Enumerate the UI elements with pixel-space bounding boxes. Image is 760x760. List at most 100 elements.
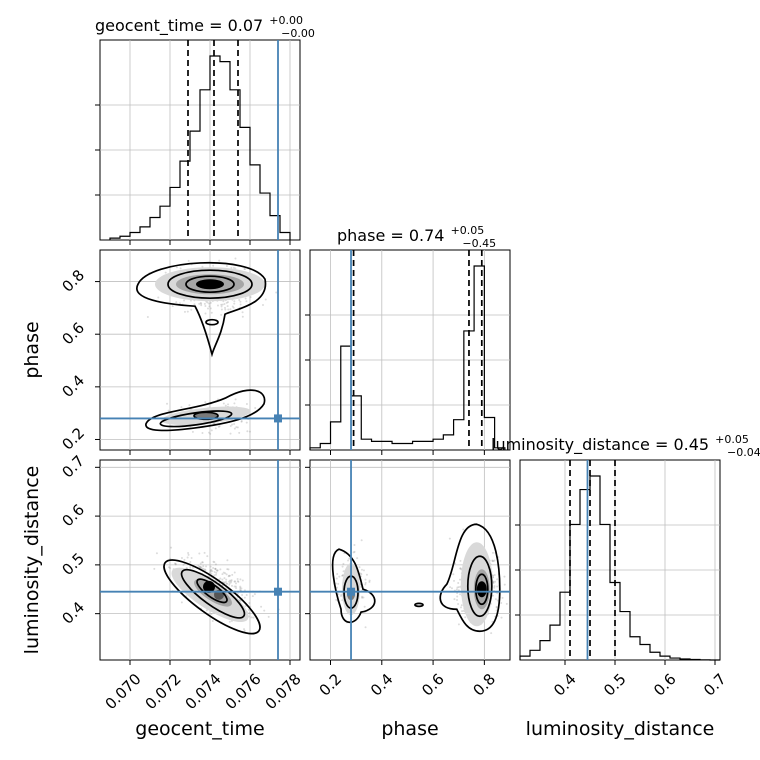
sample-point-td (267, 615, 270, 618)
sample-point-pd (363, 605, 366, 608)
sample-point-td (214, 567, 217, 570)
contour-pd-island (414, 602, 424, 608)
ytick-label-p20-2: 0.6 (58, 501, 88, 531)
sample-point-tp (224, 404, 227, 407)
sample-point-tp (233, 302, 236, 305)
sample-point-pd (368, 579, 371, 582)
sample-point-td (237, 580, 240, 583)
sample-point-td (231, 573, 234, 576)
sample-point-pd (492, 582, 495, 585)
sample-point-td (153, 567, 156, 570)
sample-point-tp (227, 403, 230, 406)
sample-point-td (180, 556, 183, 559)
panel-geocent_time-hist (99, 39, 301, 241)
sample-point-pd (464, 616, 467, 619)
contour-pd-right-inner (474, 573, 489, 606)
sample-point-td (225, 573, 228, 576)
sample-point-td (229, 579, 232, 582)
sample-point-td (223, 581, 226, 584)
sample-point-td (219, 568, 222, 571)
sample-point-tp (223, 302, 226, 305)
sample-point-td (221, 578, 224, 581)
contour-tp-lower-mid (159, 410, 233, 428)
sample-point-tp (243, 268, 246, 271)
sample-point-td (169, 567, 172, 570)
sample-point-pd (364, 578, 367, 581)
sample-point-td (252, 616, 255, 619)
sample-point-pd (462, 528, 465, 531)
sample-point-pd (493, 586, 496, 589)
xtick-label-p21-0: 0.2 (316, 670, 346, 700)
sample-point-tp (226, 305, 229, 308)
sample-point-td (224, 572, 227, 575)
sample-point-pd (348, 557, 351, 560)
sample-point-td (241, 579, 244, 582)
density-tp-upper-core (196, 279, 224, 290)
sample-point-pd (356, 557, 359, 560)
sample-point-tp (190, 308, 193, 311)
sample-point-pd (352, 551, 355, 554)
density-pd-right-core (476, 581, 487, 598)
sample-point-tp (234, 257, 237, 260)
sample-point-tp (233, 427, 236, 430)
sample-point-td (213, 570, 216, 573)
sample-point-tp (212, 264, 215, 267)
sample-point-tp (261, 303, 264, 306)
sample-point-td (243, 596, 246, 599)
sample-point-td (211, 619, 214, 622)
sample-point-pd (459, 567, 462, 570)
xlabel-geocent_time: geocent_time (135, 718, 264, 740)
sample-point-td (248, 602, 251, 605)
sample-point-tp (218, 425, 221, 428)
ytick-label-p20-3: 0.7 (58, 452, 88, 482)
sample-point-pd (335, 598, 338, 601)
sample-point-tp (175, 301, 178, 304)
sample-point-pd (364, 583, 367, 586)
ytick-label-p10-2: 0.6 (58, 319, 88, 349)
sample-point-tp (208, 302, 211, 305)
sample-point-tp (233, 300, 236, 303)
sample-point-tp (229, 425, 232, 428)
sample-point-pd (353, 550, 356, 553)
sample-point-pd (341, 599, 344, 602)
sample-point-td (233, 571, 236, 574)
sample-point-pd (456, 599, 459, 602)
sample-point-pd (337, 593, 340, 596)
xtick-label-p22-0: 0.4 (550, 670, 580, 700)
sample-point-pd (360, 573, 363, 576)
sample-point-pd (364, 581, 367, 584)
sample-point-tp (166, 402, 169, 405)
xtick-label-p21-2: 0.6 (418, 670, 448, 700)
title-luminosity_distance: luminosity_distance = 0.45 +0.05 −0.04 (491, 428, 760, 459)
sample-point-pd (455, 588, 458, 591)
sample-point-tp (222, 300, 225, 303)
sample-point-td (244, 604, 247, 607)
sample-point-pd (496, 585, 499, 588)
contour-td-inner (196, 578, 228, 604)
contour-tp-upper-inner (185, 275, 235, 294)
sample-point-td (187, 551, 190, 554)
sample-point-td (200, 567, 203, 570)
ytick-label-p10-0: 0.2 (58, 424, 88, 454)
sample-point-pd (360, 539, 363, 542)
sample-point-pd (500, 616, 503, 619)
sample-point-pd (353, 543, 356, 546)
sample-point-td (228, 620, 231, 623)
sample-point-td (210, 612, 213, 615)
sample-point-td (209, 569, 212, 572)
sample-point-td (239, 578, 242, 581)
sample-point-td (215, 569, 218, 572)
sample-point-pd (361, 595, 364, 598)
sample-point-pd (335, 577, 338, 580)
sample-point-pd (493, 559, 496, 562)
sample-point-tp (220, 305, 223, 308)
title-phase-minus: −0.45 (462, 237, 496, 250)
sample-point-pd (338, 575, 341, 578)
sample-point-tp (216, 304, 219, 307)
sample-point-td (228, 580, 231, 583)
title-luminosity_distance-prefix: luminosity_distance = 0.45 (491, 435, 709, 455)
sample-point-pd (495, 605, 498, 608)
sample-point-tp (167, 409, 170, 412)
xtick-label-p22-1: 0.5 (600, 670, 630, 700)
sample-point-tp (207, 307, 210, 310)
